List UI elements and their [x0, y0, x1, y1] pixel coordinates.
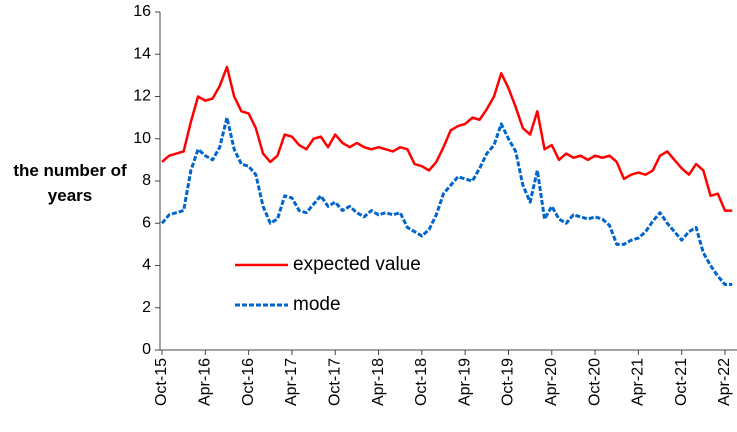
y-tick-label: 0	[142, 341, 151, 358]
y-tick-label: 16	[133, 3, 151, 20]
x-tick-label: Apr-22	[716, 358, 733, 406]
series-line	[161, 65, 733, 212]
x-tick-label: Oct-18	[413, 358, 430, 406]
x-tick-label: Oct-21	[673, 358, 690, 406]
x-tick-label: Apr-17	[283, 358, 300, 406]
y-tick-label: 8	[142, 172, 151, 189]
x-tick-label: Apr-19	[456, 358, 473, 406]
y-tick-label: 4	[142, 257, 151, 274]
series-line	[160, 116, 733, 287]
x-tick-label: Oct-15	[153, 358, 170, 406]
y-tick-label: 10	[133, 130, 151, 147]
x-tick-label: Oct-17	[326, 358, 343, 406]
legend-label: expected value	[293, 254, 421, 275]
x-tick-label: Apr-16	[197, 358, 214, 406]
x-tick-label: Oct-16	[240, 358, 257, 406]
x-tick-label: Apr-18	[370, 358, 387, 406]
x-tick-label: Apr-21	[630, 358, 647, 406]
x-tick-label: Oct-20	[586, 358, 603, 406]
x-tick-label: Oct-19	[500, 358, 517, 406]
y-tick-label: 12	[133, 88, 151, 105]
x-tick-label: Apr-20	[543, 358, 560, 406]
y-axis-label: the number of years	[13, 161, 127, 205]
y-tick-label: 2	[142, 299, 151, 316]
legend-label: mode	[293, 294, 341, 315]
y-tick-label: 14	[133, 45, 151, 62]
y-tick-label: 6	[142, 214, 151, 231]
